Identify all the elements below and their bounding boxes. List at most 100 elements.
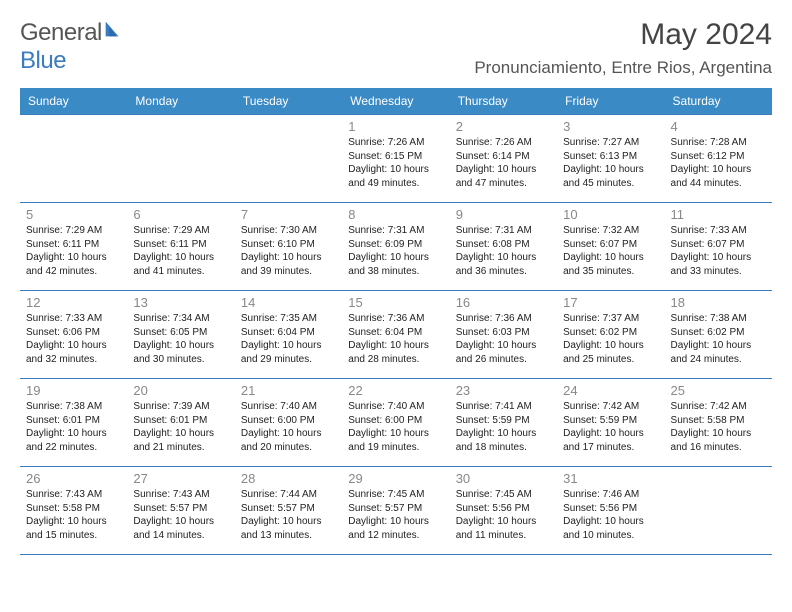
day-cell: 26 Sunrise: 7:43 AMSunset: 5:58 PMDayligh… bbox=[20, 467, 127, 555]
day-cell: 24 Sunrise: 7:42 AMSunset: 5:59 PMDayligh… bbox=[557, 379, 664, 467]
day-number: 15 bbox=[348, 295, 443, 310]
sail-icon bbox=[102, 18, 124, 40]
day-cell: 27Sunrise: 7:43 AMSunset: 5:57 PMDayligh… bbox=[127, 467, 234, 555]
day-number: 26 bbox=[26, 471, 121, 486]
day-number: 14 bbox=[241, 295, 336, 310]
day-number: 25 bbox=[671, 383, 766, 398]
day-info: Sunrise: 7:44 AMSunset: 5:57 PMDaylight:… bbox=[241, 488, 336, 542]
day-cell: 21Sunrise: 7:40 AMSunset: 6:00 PMDayligh… bbox=[235, 379, 342, 467]
weekday-header: Friday bbox=[557, 88, 664, 115]
day-cell: 10Sunrise: 7:32 AMSunset: 6:07 PMDayligh… bbox=[557, 203, 664, 291]
day-number: 2 bbox=[456, 119, 551, 134]
day-info: Sunrise: 7:34 AMSunset: 6:05 PMDaylight:… bbox=[133, 312, 228, 366]
header: GeneralBlue May 2024 Pronunciamiento, En… bbox=[20, 18, 772, 78]
weekday-header: Tuesday bbox=[235, 88, 342, 115]
day-info: Sunrise: 7:30 AMSunset: 6:10 PMDaylight:… bbox=[241, 224, 336, 278]
weekday-header-row: SundayMondayTuesdayWednesdayThursdayFrid… bbox=[20, 88, 772, 115]
day-info: Sunrise: 7:29 AMSunset: 6:11 PMDaylight:… bbox=[26, 224, 121, 278]
day-cell: 11 Sunrise: 7:33 AMSunset: 6:07 PMDayligh… bbox=[665, 203, 772, 291]
day-number: 18 bbox=[671, 295, 766, 310]
calendar-body: 1Sunrise: 7:26 AMSunset: 6:15 PMDaylight… bbox=[20, 115, 772, 555]
day-number: 11 bbox=[671, 207, 766, 222]
day-cell: 16Sunrise: 7:36 AMSunset: 6:03 PMDayligh… bbox=[450, 291, 557, 379]
day-info: Sunrise: 7:46 AMSunset: 5:56 PMDaylight:… bbox=[563, 488, 658, 542]
day-number: 13 bbox=[133, 295, 228, 310]
day-cell: 23 Sunrise: 7:41 AMSunset: 5:59 PMDayligh… bbox=[450, 379, 557, 467]
day-info: Sunrise: 7:40 AMSunset: 6:00 PMDaylight:… bbox=[241, 400, 336, 454]
day-cell: 19Sunrise: 7:38 AMSunset: 6:01 PMDayligh… bbox=[20, 379, 127, 467]
day-cell: 1Sunrise: 7:26 AMSunset: 6:15 PMDaylight… bbox=[342, 115, 449, 203]
day-info: Sunrise: 7:33 AMSunset: 6:06 PMDaylight:… bbox=[26, 312, 121, 366]
weekday-header: Monday bbox=[127, 88, 234, 115]
day-info: Sunrise: 7:26 AMSunset: 6:14 PMDaylight:… bbox=[456, 136, 551, 190]
day-info: Sunrise: 7:42 AMSunset: 5:59 PMDaylight:… bbox=[563, 400, 658, 454]
day-info: Sunrise: 7:39 AMSunset: 6:01 PMDaylight:… bbox=[133, 400, 228, 454]
day-cell: 25 Sunrise: 7:42 AMSunset: 5:58 PMDayligh… bbox=[665, 379, 772, 467]
day-number: 23 bbox=[456, 383, 551, 398]
week-row: 26 Sunrise: 7:43 AMSunset: 5:58 PMDayligh… bbox=[20, 467, 772, 555]
day-cell: 29Sunrise: 7:45 AMSunset: 5:57 PMDayligh… bbox=[342, 467, 449, 555]
month-title: May 2024 bbox=[474, 18, 772, 52]
day-cell: 4 Sunrise: 7:28 AMSunset: 6:12 PMDaylight… bbox=[665, 115, 772, 203]
day-info: Sunrise: 7:42 AMSunset: 5:58 PMDaylight:… bbox=[671, 400, 766, 454]
brand-part2: Blue bbox=[20, 47, 66, 74]
day-cell bbox=[665, 467, 772, 555]
day-cell: 13 Sunrise: 7:34 AMSunset: 6:05 PMDayligh… bbox=[127, 291, 234, 379]
day-info: Sunrise: 7:32 AMSunset: 6:07 PMDaylight:… bbox=[563, 224, 658, 278]
day-number: 27 bbox=[133, 471, 228, 486]
day-cell bbox=[20, 115, 127, 203]
week-row: 5Sunrise: 7:29 AMSunset: 6:11 PMDaylight… bbox=[20, 203, 772, 291]
day-cell: 15 Sunrise: 7:36 AMSunset: 6:04 PMDayligh… bbox=[342, 291, 449, 379]
day-cell: 30 Sunrise: 7:45 AMSunset: 5:56 PMDayligh… bbox=[450, 467, 557, 555]
day-info: Sunrise: 7:41 AMSunset: 5:59 PMDaylight:… bbox=[456, 400, 551, 454]
day-number: 28 bbox=[241, 471, 336, 486]
day-number: 24 bbox=[563, 383, 658, 398]
week-row: 12Sunrise: 7:33 AMSunset: 6:06 PMDayligh… bbox=[20, 291, 772, 379]
day-number: 4 bbox=[671, 119, 766, 134]
day-number: 22 bbox=[348, 383, 443, 398]
calendar-table: SundayMondayTuesdayWednesdayThursdayFrid… bbox=[20, 88, 772, 555]
day-info: Sunrise: 7:31 AMSunset: 6:08 PMDaylight:… bbox=[456, 224, 551, 278]
day-number: 9 bbox=[456, 207, 551, 222]
location-text: Pronunciamiento, Entre Rios, Argentina bbox=[474, 58, 772, 78]
day-info: Sunrise: 7:36 AMSunset: 6:04 PMDaylight:… bbox=[348, 312, 443, 366]
day-number: 30 bbox=[456, 471, 551, 486]
brand-logo: GeneralBlue bbox=[20, 18, 124, 75]
day-info: Sunrise: 7:45 AMSunset: 5:56 PMDaylight:… bbox=[456, 488, 551, 542]
day-info: Sunrise: 7:38 AMSunset: 6:01 PMDaylight:… bbox=[26, 400, 121, 454]
day-info: Sunrise: 7:27 AMSunset: 6:13 PMDaylight:… bbox=[563, 136, 658, 190]
day-number: 20 bbox=[133, 383, 228, 398]
day-info: Sunrise: 7:36 AMSunset: 6:03 PMDaylight:… bbox=[456, 312, 551, 366]
day-info: Sunrise: 7:37 AMSunset: 6:02 PMDaylight:… bbox=[563, 312, 658, 366]
day-number: 31 bbox=[563, 471, 658, 486]
day-cell: 8Sunrise: 7:31 AMSunset: 6:09 PMDaylight… bbox=[342, 203, 449, 291]
day-cell: 6 Sunrise: 7:29 AMSunset: 6:11 PMDaylight… bbox=[127, 203, 234, 291]
day-cell bbox=[127, 115, 234, 203]
day-cell: 5Sunrise: 7:29 AMSunset: 6:11 PMDaylight… bbox=[20, 203, 127, 291]
day-cell: 14Sunrise: 7:35 AMSunset: 6:04 PMDayligh… bbox=[235, 291, 342, 379]
day-number: 17 bbox=[563, 295, 658, 310]
day-info: Sunrise: 7:29 AMSunset: 6:11 PMDaylight:… bbox=[133, 224, 228, 278]
day-number: 6 bbox=[133, 207, 228, 222]
day-cell: 9 Sunrise: 7:31 AMSunset: 6:08 PMDaylight… bbox=[450, 203, 557, 291]
brand-text: GeneralBlue bbox=[20, 18, 124, 75]
day-info: Sunrise: 7:26 AMSunset: 6:15 PMDaylight:… bbox=[348, 136, 443, 190]
day-info: Sunrise: 7:38 AMSunset: 6:02 PMDaylight:… bbox=[671, 312, 766, 366]
day-info: Sunrise: 7:33 AMSunset: 6:07 PMDaylight:… bbox=[671, 224, 766, 278]
day-cell: 28 Sunrise: 7:44 AMSunset: 5:57 PMDayligh… bbox=[235, 467, 342, 555]
day-number: 8 bbox=[348, 207, 443, 222]
day-number: 7 bbox=[241, 207, 336, 222]
day-number: 29 bbox=[348, 471, 443, 486]
day-cell: 7 Sunrise: 7:30 AMSunset: 6:10 PMDaylight… bbox=[235, 203, 342, 291]
day-cell: 12Sunrise: 7:33 AMSunset: 6:06 PMDayligh… bbox=[20, 291, 127, 379]
day-info: Sunrise: 7:28 AMSunset: 6:12 PMDaylight:… bbox=[671, 136, 766, 190]
day-cell: 3Sunrise: 7:27 AMSunset: 6:13 PMDaylight… bbox=[557, 115, 664, 203]
week-row: 19Sunrise: 7:38 AMSunset: 6:01 PMDayligh… bbox=[20, 379, 772, 467]
day-cell: 20 Sunrise: 7:39 AMSunset: 6:01 PMDayligh… bbox=[127, 379, 234, 467]
day-info: Sunrise: 7:43 AMSunset: 5:58 PMDaylight:… bbox=[26, 488, 121, 542]
day-cell: 22 Sunrise: 7:40 AMSunset: 6:00 PMDayligh… bbox=[342, 379, 449, 467]
day-info: Sunrise: 7:40 AMSunset: 6:00 PMDaylight:… bbox=[348, 400, 443, 454]
day-cell: 17 Sunrise: 7:37 AMSunset: 6:02 PMDayligh… bbox=[557, 291, 664, 379]
brand-part1: General bbox=[20, 19, 102, 46]
week-row: 1Sunrise: 7:26 AMSunset: 6:15 PMDaylight… bbox=[20, 115, 772, 203]
